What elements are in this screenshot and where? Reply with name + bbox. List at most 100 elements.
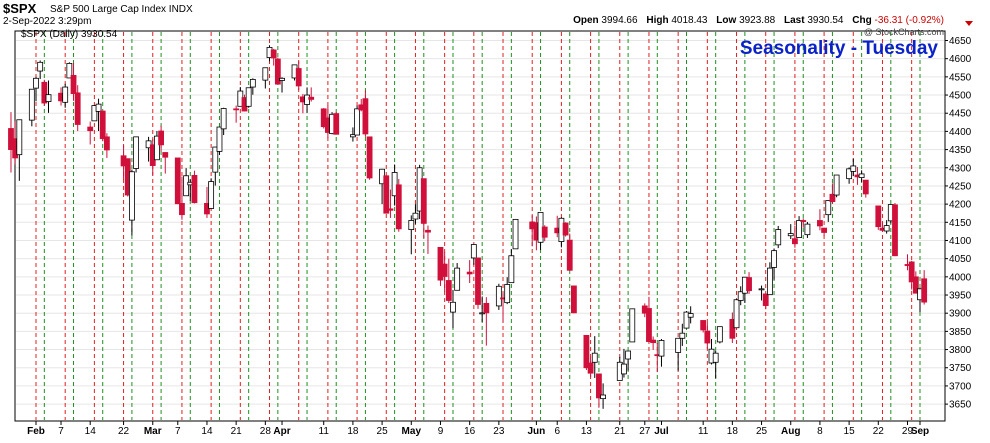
candle-body [746,277,752,292]
candle [129,169,135,236]
series-legend: $SPX (Daily) 3930.54 [21,29,118,40]
y-axis-ticks: 3650 3700 3750 3800 3850 3900 3950 4000 4050 4100… [945,36,972,411]
candle-body [87,126,94,132]
candle [475,257,481,309]
x-tick-label: 23 [493,426,505,437]
candle-body [333,113,340,135]
candle-body [103,136,110,151]
candle [208,178,215,209]
candle-body [712,352,719,363]
x-tick-label: 14 [85,426,97,437]
candle-body [829,193,836,202]
candle-body [162,152,169,158]
y-tick-label: 3900 [949,309,972,320]
candle [833,174,840,198]
candle-body [295,68,302,87]
candle [921,270,928,305]
y-tick-label: 4400 [949,127,972,138]
candle [87,121,94,145]
candle [762,293,769,310]
candle [508,249,515,284]
x-tick-label: 27 [639,426,651,437]
candle-body [825,200,832,216]
candle [716,326,723,344]
candle-body [470,244,477,259]
y-tick-label: 3950 [949,291,972,302]
candle [145,136,152,162]
candle-body [66,63,73,79]
candle [295,61,302,90]
candle-body [245,87,252,107]
candle [729,312,736,344]
candle [270,48,277,66]
x-tick-label: May [402,426,422,437]
candle-body [91,105,98,122]
candle [279,77,285,93]
candle-body [454,267,461,291]
candle-body [425,229,431,233]
candle [420,178,427,239]
candle [103,133,110,158]
candle-body [95,103,102,112]
candle-body [766,267,773,296]
candle [191,170,198,204]
candle-body [129,171,135,221]
y-tick-label: 4250 [949,181,972,192]
high-label: High [646,15,669,26]
candle-body [541,226,548,238]
candle-body [183,175,190,197]
candle-body [737,291,744,301]
x-tick-label: 25 [756,426,768,437]
candle-body [787,233,794,237]
candle [646,296,652,343]
candle-body [350,134,356,138]
x-tick-label: 18 [727,426,739,437]
candle-body [354,108,360,136]
candle [883,220,890,234]
candle-body [158,130,164,146]
x-tick-label: Aug [781,426,800,437]
y-tick-label: 4500 [949,91,972,102]
candle [233,105,240,123]
candle [821,227,827,237]
candle-body [800,220,807,222]
candle-body [41,81,48,104]
candle [37,60,44,80]
candle [95,98,102,132]
candle-body [658,340,665,357]
candle-body [208,181,215,209]
candle [796,216,802,238]
candle [466,260,473,284]
candle-body [771,250,777,268]
candle-body [495,285,502,307]
candle-body [395,184,402,230]
candle [262,67,269,89]
candle-body [583,334,590,369]
candle-body [512,218,519,250]
candle-body [212,146,219,173]
candle-body [504,284,511,304]
exchange-label: INDX [168,4,193,15]
candle-body [571,285,577,314]
x-axis-ticks: Feb 7 14 22 Mar 7 14 21 28 Apr 11 18 25 May 9 16 23 Jun 6 1… [27,421,929,437]
candle [395,179,402,232]
y-tick-label: 4000 [949,272,972,283]
y-tick-label: 3800 [949,345,972,356]
candle-body [441,263,448,277]
datetime-label: 2-Sep-2022 3:29pm [3,16,92,27]
candle-body [279,77,285,81]
x-tick-label: 6 [554,426,560,437]
candle [700,320,707,333]
candle [308,87,315,102]
candle [245,87,252,108]
y-tick-label: 3750 [949,363,972,374]
candle [587,357,594,377]
candle-body [475,257,481,305]
candle-body [562,222,569,236]
candle [66,62,73,79]
candle-body [466,271,473,275]
index-full-name: S&P 500 Large Cap Index [50,4,167,15]
candle-body [412,212,419,220]
chg-label: Chg [852,15,872,26]
x-tick-label: Feb [27,426,45,437]
